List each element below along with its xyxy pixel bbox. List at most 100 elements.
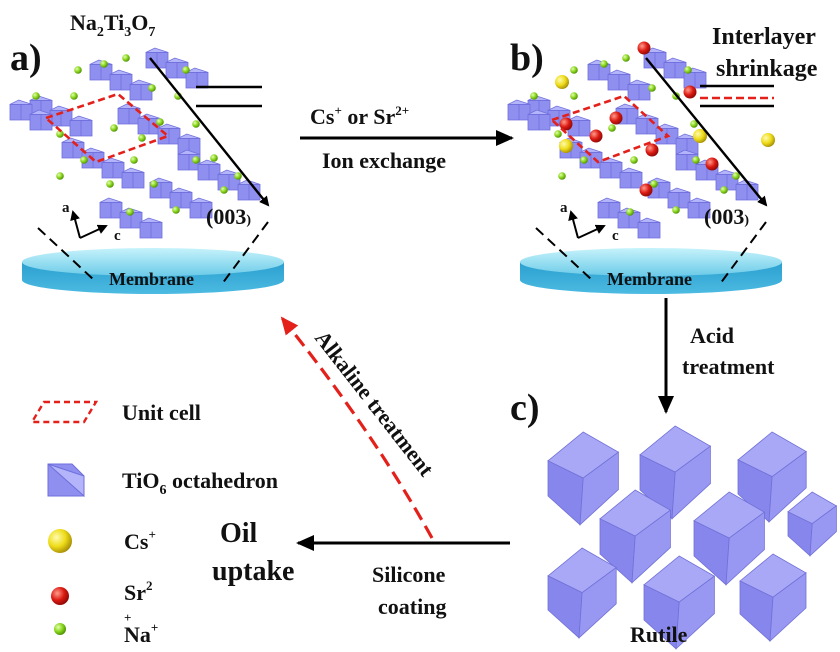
strontium-ion [683,85,697,99]
strontium-ion [637,41,651,55]
sodium-ion [570,92,578,100]
silicone-coating-label-1: Silicone [372,562,446,587]
sodium-ion [210,154,218,162]
sodium-ion [150,180,158,188]
octahedron-top-face [101,157,125,163]
sodium-ion [74,66,82,74]
legend-sr-charge: + [124,610,131,625]
rutile-caption: Rutile [630,622,688,647]
membrane-label-a: Membrane [109,269,194,289]
cesium-ion [693,129,707,143]
sodium-ion [148,84,156,92]
sodium-ion [56,172,64,180]
sodium-ion [672,206,680,214]
sodium-ion [182,66,190,74]
strontium-ion [645,143,659,157]
sodium-ion [130,156,138,164]
octahedron-top-face [169,187,193,193]
silicone-coating-step: Silicone coating [296,535,510,619]
sodium-ion [690,120,698,128]
axis-c-label-a: c [114,228,121,244]
sodium-ion [626,208,634,216]
sodium-ion [192,156,200,164]
panel-letter-c: c) [510,387,540,429]
octahedron-top-face [619,167,643,173]
sodium-ion [622,54,630,62]
legend-cs-label: Cs+ [124,527,156,554]
sodium-ion [80,156,88,164]
sodium-ion [172,206,180,214]
rutile-octahedron-right [675,575,715,650]
octahedron-top-face [69,115,93,121]
rutile-octahedron-right [578,566,617,639]
octahedron-top-face [547,105,571,111]
plane-label-a: (003) [206,204,251,229]
acid-treatment-label-2: treatment [682,354,775,379]
sodium-ion [580,156,588,164]
octahedron-top-face [109,69,133,75]
octahedron-top-face [637,217,661,223]
legend-octahedron-swatch [47,463,85,498]
membrane-b [520,248,782,294]
sodium-ion [684,66,692,74]
rutile-octahedron-right [769,572,807,642]
alkaline-treatment-step: Alkaline treatment [280,316,439,539]
alkaline-treatment-arrow [280,316,434,539]
octahedron-top-face [635,113,659,119]
titanate-layers-a [9,47,261,239]
strontium-ion [589,129,603,143]
rutile-octahedron-right [631,509,671,584]
strontium-ion [705,157,719,171]
ion-exchange-label-1: Cs+ or Sr2+ [310,103,409,129]
panel-letter-a: a) [10,37,42,79]
strontium-ion [559,117,573,131]
sodium-ion [732,172,740,180]
acid-treatment-step: Acid treatment [658,298,775,414]
panel-letter-b: b) [510,37,544,79]
legend-sr-swatch [51,587,69,605]
sodium-ion [648,84,656,92]
axis-c-label-b: c [612,228,619,244]
sodium-ion [558,172,566,180]
sodium-ion [56,130,64,138]
sodium-ion [138,134,146,142]
cleavage-line-left-a [37,227,95,281]
sodium-ion [600,60,608,68]
octahedron-top-face [139,217,163,223]
cesium-ion [555,75,569,89]
octahedron-top-face [667,187,691,193]
plane-label-b: (003) [704,204,749,229]
unit-cell-b [549,94,671,164]
octahedron-top-face [663,57,687,63]
octahedron-top-face [9,99,33,105]
octahedron-top-face [507,99,531,105]
axis-a-label-b: a [560,200,568,216]
legend-na-swatch [54,623,66,635]
cesium-ion [761,133,775,147]
sodium-ion [570,66,578,74]
shrinkage-note-line-1: Interlayer [712,24,816,50]
rutile-octahedron-right [768,450,807,523]
sodium-ions-a [32,54,242,216]
panel-b: a c b) Interlayer shrinkage (003) Membra… [507,24,818,294]
sodium-ion [630,156,638,164]
legend-octahedron-label: TiO6 octahedron [122,468,278,498]
legend: Unit cell TiO6 octahedron Cs+ Sr2 + Na+ [29,400,278,647]
sodium-ion [608,124,616,132]
octahedron-top-face [579,147,603,153]
octahedron-top-face [145,47,169,53]
panel-c: c) Rutile [510,387,838,650]
silicone-coating-label-2: coating [378,594,446,619]
alkaline-treatment-label: Alkaline treatment [310,326,439,482]
ion-exchange-label-2: Ion exchange [322,148,446,173]
sodium-ion [692,156,700,164]
sodium-ion [32,92,40,100]
unit-cell-a [43,92,171,164]
strontium-ion [639,183,653,197]
acid-treatment-label-1: Acid [690,323,734,348]
octahedron-top-face [165,57,189,63]
sodium-ion [530,92,538,100]
cesium-ion [559,139,573,153]
axes-a: a c [62,200,121,244]
